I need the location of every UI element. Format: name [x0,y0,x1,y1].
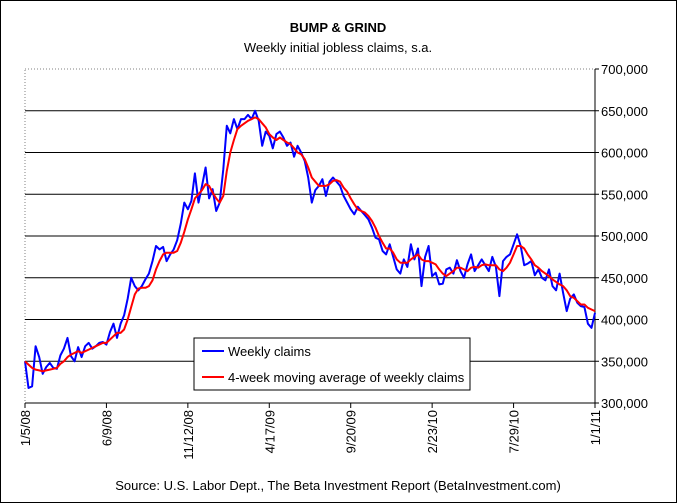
y-tick-label: 550,000 [601,187,648,202]
x-tick-label: 1/1/11 [588,410,603,445]
x-tick-label: 2/23/10 [425,410,440,453]
legend-box [193,337,471,391]
legend: Weekly claims 4-week moving average of w… [193,337,471,391]
y-tick-label: 300,000 [601,396,648,411]
y-tick-label: 600,000 [601,146,648,161]
series-line-moving-average [24,116,596,373]
y-tick-label: 700,000 [601,62,648,77]
chart-source: Source: U.S. Labor Dept., The Beta Inves… [115,478,561,493]
x-tick-label: 7/29/10 [507,410,522,453]
chart-subtitle: Weekly initial jobless claims, s.a. [244,40,432,55]
x-tick-label: 1/5/08 [18,410,33,446]
x-tick-label: 4/17/09 [262,410,277,453]
y-ticks: 300,000 350,000 400,000 450,000 500,000 550,0… [595,62,648,411]
chart-title: BUMP & GRIND [290,20,387,35]
x-tick-label: 6/9/08 [99,410,114,446]
x-ticks: 1/5/08 6/9/08 11/12/08 4/17/09 9/20/09 2/23/1… [18,403,603,460]
y-tick-label: 350,000 [601,354,648,369]
plot-area: 1/5/08 6/9/08 11/12/08 4/17/09 9/20/09 2/23/1… [18,62,648,460]
y-tick-label: 650,000 [601,104,648,119]
x-tick-label: 11/12/08 [181,410,196,460]
legend-label-weekly-claims: Weekly claims [228,344,311,359]
y-tick-label: 450,000 [601,271,648,286]
legend-label-moving-average: 4-week moving average of weekly claims [228,370,465,385]
series-line-weekly-claims [24,109,596,389]
series-lines [24,109,596,389]
y-tick-label: 400,000 [601,313,648,328]
gridlines [25,110,595,362]
x-tick-label: 9/20/09 [344,410,359,453]
y-tick-label: 500,000 [601,229,648,244]
